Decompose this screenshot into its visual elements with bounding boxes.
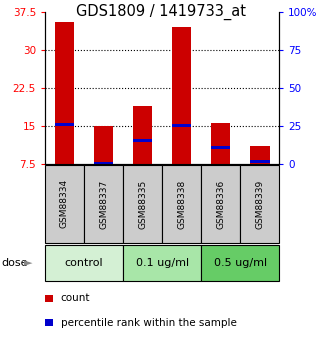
Bar bbox=[250, 146, 270, 164]
Bar bbox=[123, 245, 201, 281]
Bar bbox=[55, 22, 74, 164]
Text: dose: dose bbox=[2, 258, 28, 268]
Bar bbox=[211, 124, 230, 164]
Bar bbox=[84, 165, 123, 243]
Text: GSM88336: GSM88336 bbox=[216, 179, 225, 228]
Bar bbox=[172, 27, 191, 164]
Bar bbox=[211, 146, 230, 149]
Bar bbox=[123, 165, 162, 243]
Text: percentile rank within the sample: percentile rank within the sample bbox=[61, 318, 237, 327]
Bar bbox=[45, 165, 84, 243]
Text: control: control bbox=[65, 258, 103, 268]
Bar bbox=[162, 165, 201, 243]
Bar bbox=[172, 124, 191, 127]
Bar bbox=[201, 165, 240, 243]
Text: ►: ► bbox=[24, 258, 33, 268]
Bar bbox=[240, 165, 279, 243]
Text: count: count bbox=[61, 294, 90, 303]
Bar bbox=[201, 245, 279, 281]
Bar bbox=[94, 126, 113, 164]
Text: GSM88335: GSM88335 bbox=[138, 179, 147, 228]
Bar bbox=[133, 106, 152, 164]
Bar bbox=[94, 162, 113, 165]
Bar bbox=[133, 139, 152, 141]
Bar bbox=[55, 124, 74, 126]
Text: GSM88334: GSM88334 bbox=[60, 179, 69, 228]
Text: GDS1809 / 1419733_at: GDS1809 / 1419733_at bbox=[75, 3, 246, 20]
Text: GSM88339: GSM88339 bbox=[255, 179, 264, 228]
Bar bbox=[250, 160, 270, 163]
Text: 0.5 ug/ml: 0.5 ug/ml bbox=[214, 258, 267, 268]
Bar bbox=[45, 245, 123, 281]
Text: GSM88337: GSM88337 bbox=[99, 179, 108, 228]
Text: 0.1 ug/ml: 0.1 ug/ml bbox=[135, 258, 189, 268]
Text: GSM88338: GSM88338 bbox=[177, 179, 186, 228]
